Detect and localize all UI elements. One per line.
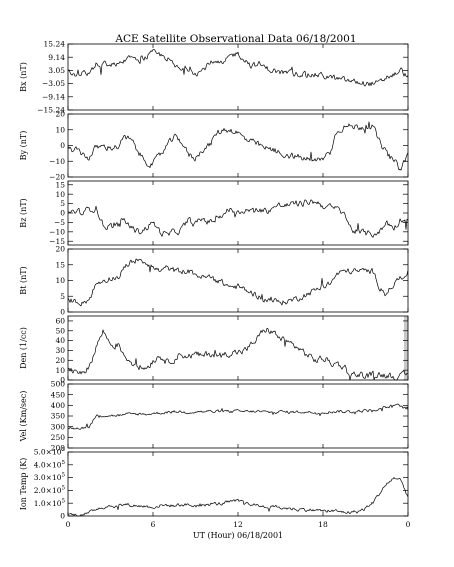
x-tick-label: 0 <box>406 520 411 529</box>
y-tick-label: 60 <box>55 317 65 326</box>
x-axis-title: UT (Hour) 06/18/2001 <box>193 531 283 540</box>
series-line-den-1-cc <box>67 327 408 381</box>
y-tick-label: 5.0×105 <box>34 447 66 457</box>
y-tick-label: 5 <box>60 199 65 208</box>
y-tick-label: 2.0×105 <box>34 486 66 496</box>
y-tick-label: 9.14 <box>48 53 65 62</box>
y-tick-label: 0 <box>60 141 65 150</box>
y-tick-label: −9.14 <box>42 92 65 101</box>
y-tick-label: 50 <box>55 326 65 335</box>
panel-frame <box>67 43 409 111</box>
panel-frame <box>67 451 409 517</box>
panel-2: 20 10 0 −10 −20 By (nT) <box>19 110 409 182</box>
y-tick-label: 0 <box>60 308 65 317</box>
y-tick-label: 0 <box>60 512 65 521</box>
y-axis-title: Bt (nT) <box>19 266 28 294</box>
y-tick-label: 10 <box>55 125 65 134</box>
data-gap-shade <box>404 316 408 380</box>
y-tick-label: 15 <box>55 180 65 189</box>
y-tick-label: 0 <box>60 376 65 385</box>
y-tick-label: 0 <box>60 209 65 218</box>
y-tick-label: 10 <box>55 366 65 375</box>
panel-frame <box>67 315 409 381</box>
y-tick-label: −10 <box>49 157 65 166</box>
y-tick-label: 10 <box>55 190 65 199</box>
y-axis-title: By (nT) <box>19 131 28 161</box>
y-tick-label: 300 <box>51 422 66 431</box>
panel-4: 20 15 10 5 0 Bt (nT) <box>19 245 409 317</box>
panel-frame <box>67 248 409 313</box>
series-line-ion-temp-k <box>67 477 409 517</box>
y-tick-label: 450 <box>51 390 66 399</box>
y-tick-label: 15 <box>55 260 65 269</box>
y-tick-label: 400 <box>51 401 66 410</box>
y-axis-title: Bx (nT) <box>19 62 28 92</box>
series-line-bx-nt <box>67 48 409 87</box>
y-tick-label: −15 <box>49 237 65 246</box>
y-tick-label: 3.05 <box>48 66 65 75</box>
y-axis-title: Bz (nT) <box>19 198 28 227</box>
y-axis-title: Den (1/cc) <box>19 327 28 369</box>
y-tick-label: 1.0×105 <box>34 498 66 508</box>
y-tick-label: 20 <box>55 356 65 365</box>
x-tick-label: 0 <box>66 520 71 529</box>
y-tick-label: 200 <box>51 444 66 453</box>
series-line-by-nt <box>67 121 409 171</box>
y-tick-label: 15.24 <box>44 40 66 49</box>
y-axis-title: Ion Temp (K) <box>19 458 28 511</box>
y-tick-label: 40 <box>55 336 65 345</box>
y-tick-label: −20 <box>49 173 65 182</box>
y-tick-label: 4.0×105 <box>34 460 66 470</box>
y-tick-label: 250 <box>51 433 66 442</box>
y-tick-label: 3.0×105 <box>34 473 66 483</box>
panel-frame <box>67 383 409 449</box>
x-tick-label: 18 <box>318 520 328 529</box>
y-tick-label: 30 <box>55 346 65 355</box>
y-tick-label: −3.05 <box>42 79 65 88</box>
panel-frame <box>67 180 409 246</box>
y-tick-label: −10 <box>49 227 65 236</box>
panel-frame <box>67 113 409 178</box>
y-tick-label: 20 <box>55 110 65 119</box>
y-tick-label: 5 <box>60 292 65 301</box>
y-tick-label: 10 <box>55 276 65 285</box>
series-line-vel-km-sec <box>67 403 409 430</box>
y-axis-title: Vel (Km/sec) <box>19 391 28 443</box>
series-line-bz-nt <box>67 199 409 238</box>
y-tick-label: −15.24 <box>37 106 65 115</box>
panel-1: 15.24 9.14 3.05 −3.05 −9.14 −15.24 Bx (nT) <box>19 40 409 115</box>
y-tick-label: −5 <box>54 218 65 227</box>
y-tick-label: 500 <box>51 380 66 389</box>
chart-title: ACE Satellite Observational Data 06/18/2… <box>114 33 356 45</box>
series-line-bt-nt <box>67 258 409 307</box>
y-tick-label: 350 <box>51 412 66 421</box>
y-tick-label: 20 <box>55 245 65 254</box>
panel-7: 5.0×105 4.0×105 3.0×105 2.0×105 1.0×105 0 Ion … <box>19 447 409 521</box>
x-tick-label: 12 <box>233 520 243 529</box>
x-tick-label: 6 <box>151 520 156 529</box>
